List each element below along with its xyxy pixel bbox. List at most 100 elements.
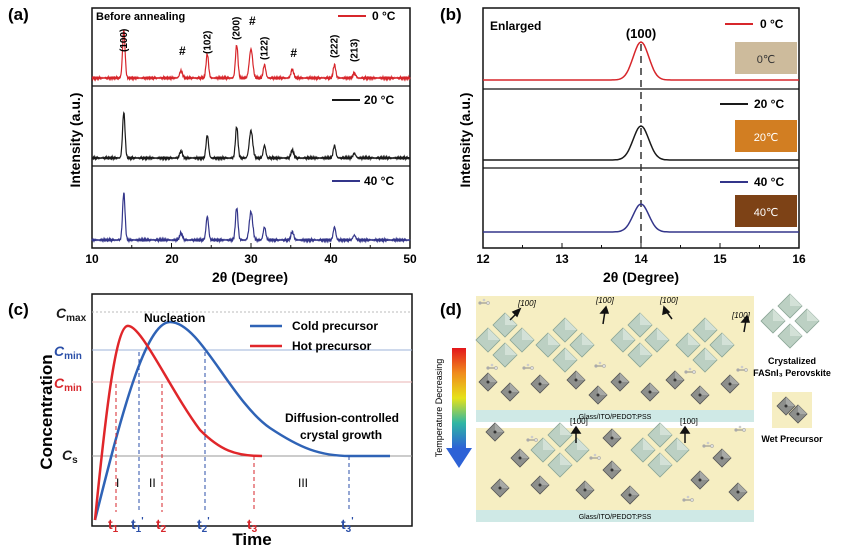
t3-label: t3 <box>247 516 258 535</box>
panel-b-xtick-4: 16 <box>792 252 806 266</box>
panel-a-peak-label-5: (122) <box>260 37 271 60</box>
panel-a-xtick-4: 50 <box>403 252 417 266</box>
svg-text:0℃: 0℃ <box>757 54 775 66</box>
t2-label: t2 <box>156 516 167 535</box>
legend-hot: Hot precursor <box>292 339 372 353</box>
panel-a-xtick-1: 20 <box>165 252 179 266</box>
top-precursor-octahedra <box>478 370 740 405</box>
panel-a-peak-label-3: (200) <box>232 17 243 40</box>
direction-label-4: [100] <box>570 417 588 426</box>
panel-a-peak-label-7: (222) <box>329 35 340 58</box>
temperature-arrow-head <box>446 448 472 468</box>
panel-c-label: (c) <box>8 300 29 319</box>
panel-d-label: (d) <box>440 300 462 319</box>
legend-crystal-label-2: FASnI₃ Perovskite <box>753 368 831 378</box>
panel-a-peak-label-8: (213) <box>349 39 360 62</box>
panel-c-frame <box>91 293 413 527</box>
growth-label-2: crystal growth <box>300 428 382 442</box>
hot-precursor-curve <box>93 324 263 521</box>
t3p-label: t3' <box>341 516 354 535</box>
top-direction-arrows <box>509 305 751 333</box>
panel-b-xtick-3: 15 <box>713 252 727 266</box>
svg-text:40℃: 40℃ <box>754 207 779 219</box>
panel-b-swatch-2: 40℃ <box>735 195 797 227</box>
panel-a-xtick-0: 10 <box>85 252 99 266</box>
panel-b-pattern-0 <box>483 41 799 81</box>
panel-b-xtick-0: 12 <box>476 252 490 266</box>
svg-text:Cmax: Cmax <box>56 305 87 324</box>
panel-a-xtick-3: 40 <box>324 252 338 266</box>
cmax-label: Cmax <box>56 305 87 324</box>
panel-a-pattern-1 <box>91 111 411 162</box>
legend-crystal-label-1: Crystalized <box>768 356 816 366</box>
panel-b-swatch-1: 20℃ <box>735 120 797 152</box>
legend-precursor-icon <box>776 396 808 424</box>
direction-label-5: [100] <box>680 417 698 426</box>
substrate-label-bottom: Glass/ITO/PEDOT:PSS <box>579 514 652 521</box>
panel-a-pattern-0 <box>91 30 411 82</box>
bottom-direction-arrows <box>570 425 691 443</box>
panel-a-xtick-2: 30 <box>244 252 258 266</box>
panel-a-note: Before annealing <box>96 11 185 23</box>
cs-label: Cs <box>62 447 78 466</box>
panel-b-legend-1: 20 °C <box>754 97 784 111</box>
panel-b-pattern-2 <box>483 203 799 233</box>
top-crystals <box>475 312 735 373</box>
panel-b-xtick-1: 13 <box>555 252 569 266</box>
panel-b-swatch-0: 0℃ <box>735 42 797 74</box>
growth-label-1: Diffusion-controlled <box>285 411 399 425</box>
svg-text:Glass/ITO/PEDOT:PSS: Glass/ITO/PEDOT:PSS <box>579 414 652 421</box>
direction-label-0: [100] <box>517 299 537 308</box>
legend-crystal-icon <box>760 293 820 349</box>
stage-1: I <box>116 476 119 490</box>
panel-b-peak-label: (100) <box>626 26 656 41</box>
bottom-precursor-octahedra <box>485 422 748 505</box>
panel-a-pattern-2 <box>91 192 411 244</box>
panel-b-frame <box>482 7 800 249</box>
direction-label-3: [100] <box>731 311 751 320</box>
substrate-bottom <box>476 510 754 522</box>
bottom-crystals <box>530 422 690 478</box>
c-ylabel: Concentration <box>37 354 56 469</box>
panel-a-legend-2: 40 °C <box>364 174 394 188</box>
panel-b-pattern-1 <box>483 125 799 161</box>
panel-a-peak-label-1: # <box>179 44 186 58</box>
cmin-cold-label: Cmin <box>54 343 82 362</box>
svg-text:Cs: Cs <box>62 447 78 466</box>
panel-b-plot <box>482 7 800 249</box>
svg-text:20℃: 20℃ <box>754 132 779 144</box>
panel-b-ylabel: Intensity (a.u.) <box>457 93 473 188</box>
t1-label: t1 <box>108 516 119 535</box>
substrate-label-top: Glass/ITO/PEDOT:PSS <box>579 414 652 421</box>
direction-label-2: [100] <box>659 296 679 305</box>
panel-a-ylabel: Intensity (a.u.) <box>67 93 83 188</box>
panel-a-peak-label-4: # <box>249 14 256 28</box>
cold-precursor-curve <box>93 320 390 521</box>
bottom-molecules <box>525 425 747 503</box>
panel-a: (a) (100) # (102) (200) # (122) # (222) (213) In… <box>8 5 417 285</box>
t1p-label: t1' <box>131 516 144 535</box>
panel-b-label: (b) <box>440 5 462 24</box>
legend-precursor-box <box>772 392 812 428</box>
panel-b-xtick-2: 14 <box>634 252 648 266</box>
panel-a-legend-1: 20 °C <box>364 93 394 107</box>
panel-b-xlabel: 2θ (Degree) <box>603 269 679 285</box>
panel-a-legend-0: 0 °C <box>372 9 396 23</box>
panel-a-xlabel: 2θ (Degree) <box>212 269 288 285</box>
t2p-label: t2' <box>197 516 210 535</box>
top-molecules <box>477 298 749 375</box>
stage-2: II <box>149 476 156 490</box>
legend-precursor-label: Wet Precursor <box>761 434 823 444</box>
panel-a-label: (a) <box>8 5 29 24</box>
panel-a-peak-label-0: (100) <box>119 29 130 52</box>
stage-3: III <box>298 476 308 490</box>
panel-b-note: Enlarged <box>490 19 541 33</box>
nucleation-label: Nucleation <box>144 311 205 325</box>
temperature-gradient-bar <box>452 348 466 448</box>
cmin-hot-label: Cmin <box>54 375 82 394</box>
direction-label-1: [100] <box>595 296 615 305</box>
substrate-top <box>476 410 754 422</box>
c-xlabel: Time <box>232 530 271 549</box>
legend-cold: Cold precursor <box>292 319 378 333</box>
panel-b-legend-2: 40 °C <box>754 175 784 189</box>
